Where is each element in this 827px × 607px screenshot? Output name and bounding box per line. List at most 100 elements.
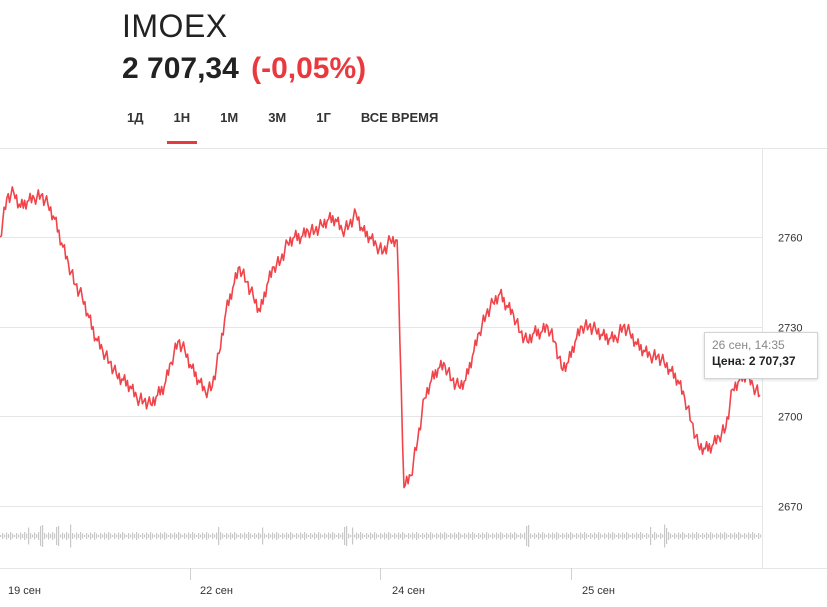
volume-bar (166, 533, 168, 539)
volume-bar (544, 533, 546, 539)
volume-bar (700, 535, 702, 537)
volume-bar (582, 534, 584, 538)
volume-bar (140, 535, 142, 537)
y-tick-label: 2730 (778, 323, 802, 335)
volume-bar (486, 532, 488, 540)
volume-bar (742, 535, 744, 537)
volume-bar (200, 534, 202, 538)
volume-bar (386, 534, 388, 538)
volume-bar (278, 533, 280, 539)
volume-bar (710, 532, 712, 540)
tab-1m[interactable]: 1М (220, 110, 239, 125)
volume-bar (38, 532, 40, 540)
volume-bar (290, 532, 292, 540)
volume-bar (4, 534, 6, 538)
volume-bar (338, 533, 340, 539)
volume-bar (14, 535, 16, 537)
volume-bar (82, 533, 84, 539)
volume-bar (736, 534, 738, 538)
volume-bar (192, 532, 194, 540)
volume-bar (74, 534, 76, 538)
volume-bar (730, 533, 732, 539)
volume-bar (698, 533, 700, 539)
y-tick-label: 2700 (778, 412, 802, 424)
volume-bar (452, 534, 454, 538)
volume-bar (534, 533, 536, 539)
tab-all-time[interactable]: ВСЕ ВРЕМЯ (360, 110, 439, 125)
volume-bar (180, 533, 182, 539)
volume-bar (222, 533, 224, 539)
volume-bar (234, 532, 236, 540)
price-chart[interactable]: 2760 2730 2700 2670 19 сен 22 сен 24 сен 25 се… (0, 148, 827, 607)
volume-bar (564, 534, 566, 538)
volume-bar (284, 534, 286, 538)
volume-bar (172, 534, 174, 538)
volume-bar (684, 533, 686, 539)
volume-bar (356, 532, 358, 540)
volume-bar (154, 535, 156, 537)
volume-bar (0, 535, 2, 537)
volume-bar (406, 535, 408, 537)
volume-bar (408, 533, 410, 539)
y-tick-label: 2760 (778, 233, 802, 245)
tab-1d[interactable]: 1Д (127, 110, 144, 125)
volume-bar (270, 534, 272, 538)
volume-bar (706, 532, 708, 540)
volume-bar (402, 532, 404, 540)
volume-bar (404, 533, 406, 539)
volume-bar (574, 535, 576, 537)
volume-bar (478, 533, 480, 539)
volume-bar (204, 534, 206, 538)
tab-1w[interactable]: 1Н (159, 106, 206, 144)
volume-bar (144, 534, 146, 538)
tab-3m[interactable]: 3М (268, 110, 287, 125)
volume-bar (496, 532, 498, 540)
volume-bar (702, 533, 704, 539)
volume-bar (546, 535, 548, 537)
volume-bar (444, 532, 446, 540)
volume-bar (604, 533, 606, 539)
volume-bar (436, 533, 438, 539)
volume-bar (672, 535, 674, 537)
volume-bar (274, 534, 276, 538)
volume-bar (212, 533, 214, 539)
volume-bar (676, 534, 678, 538)
volume-bar (128, 533, 130, 539)
volume-bar (384, 532, 386, 540)
volume-bar (296, 533, 298, 539)
volume-bar (652, 534, 654, 538)
volume-bar (26, 533, 28, 539)
volume-bar (428, 534, 430, 538)
tab-1y[interactable]: 1Г (316, 110, 331, 125)
volume-bar (364, 535, 366, 537)
volume-bar (90, 532, 92, 540)
volume-bar (126, 535, 128, 537)
volume-bar (116, 534, 118, 538)
volume-bar (602, 535, 604, 537)
volume-bar (682, 532, 684, 540)
volume-bar (692, 532, 694, 540)
volume-bar (686, 535, 688, 537)
volume-bar (580, 532, 582, 540)
volume-bar (666, 528, 668, 544)
volume-bar (630, 535, 632, 537)
volume-bar (288, 534, 290, 538)
volume-bar (744, 533, 746, 539)
volume-bar (262, 527, 264, 545)
volume-bar (646, 533, 648, 539)
volume-bar (382, 534, 384, 538)
volume-bar (500, 532, 502, 540)
volume-bar (176, 534, 178, 538)
volume-bar (326, 534, 328, 538)
volume-bar (462, 535, 464, 537)
y-tick-label: 2670 (778, 502, 802, 514)
volume-bar (380, 533, 382, 539)
volume-bar (322, 535, 324, 537)
period-tabs: 1Д 1Н 1М 3М 1Г ВСЕ ВРЕМЯ (112, 106, 453, 148)
volume-bar (606, 534, 608, 538)
volume-bar (492, 533, 494, 539)
volume-bar (22, 534, 24, 538)
volume-bar (318, 532, 320, 540)
volume-bar (508, 534, 510, 538)
volume-bar (2, 533, 4, 539)
